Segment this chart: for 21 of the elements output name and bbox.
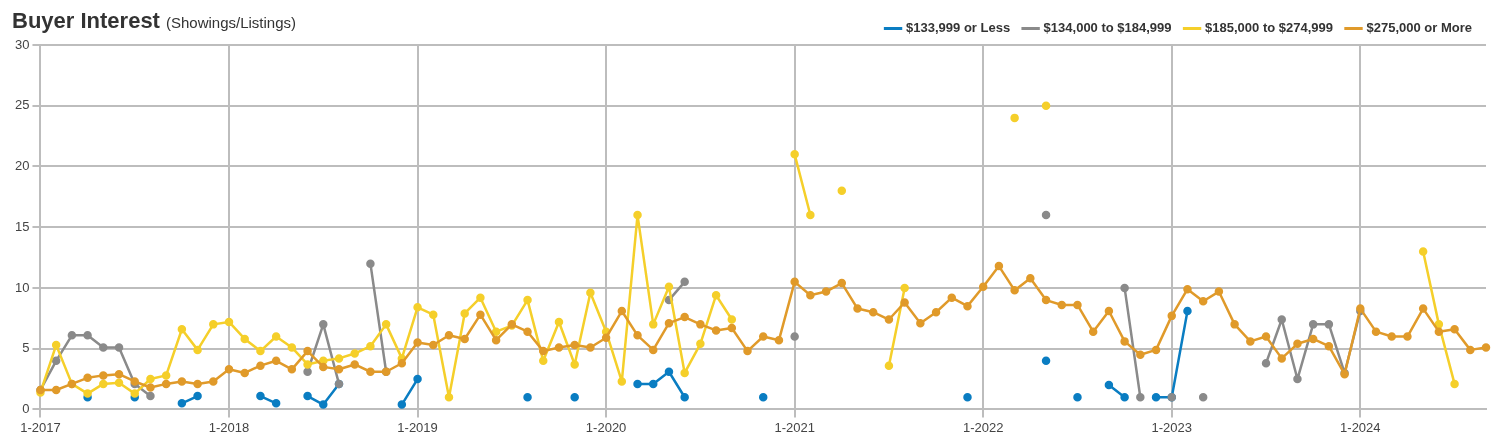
x-tick-label: 1-2017	[20, 419, 61, 435]
legend-label: $134,000 to $184,999	[1043, 20, 1172, 36]
legend-label: $185,000 to $274,999	[1205, 20, 1333, 36]
chart-title: Buyer Interest	[12, 8, 160, 33]
x-tick-label: 1-2019	[397, 419, 438, 435]
x-tick-label: 1-2018	[208, 419, 250, 435]
legend-label: $275,000 or More	[1366, 20, 1473, 36]
y-tick-label: 20	[14, 158, 30, 174]
x-tick-label: 1-2021	[774, 419, 815, 435]
y-tick-label: 25	[14, 97, 30, 113]
y-tick-label: 5	[22, 340, 30, 356]
y-tick-label: 0	[22, 400, 30, 416]
y-tick-label: 15	[14, 218, 30, 234]
x-tick-label: 1-2024	[1340, 419, 1381, 435]
x-tick-label: 1-2022	[962, 419, 1004, 435]
x-tick-label: 1-2023	[1151, 419, 1192, 435]
y-tick-label: 30	[14, 36, 30, 52]
chart-subtitle: (Showings/Listings)	[165, 14, 297, 31]
y-tick-label: 10	[14, 279, 30, 295]
legend-label: $133,999 or Less	[906, 20, 1011, 36]
x-tick-label: 1-2020	[585, 419, 627, 435]
